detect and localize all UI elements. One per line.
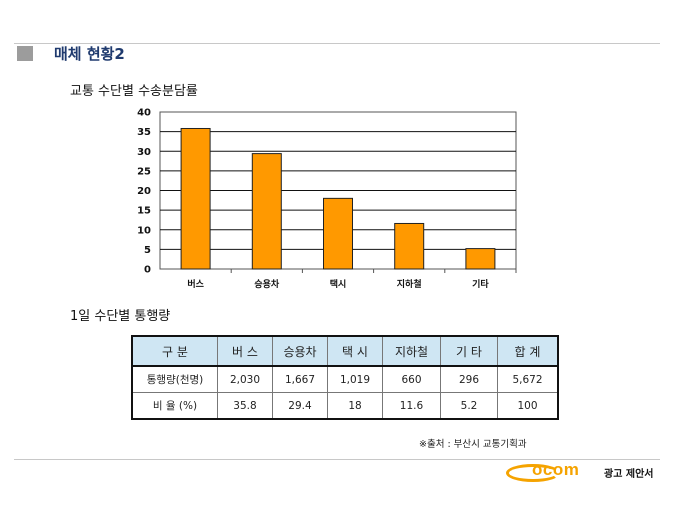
x-tick-label: 승용차 <box>254 278 280 290</box>
header-cell: 승용차 <box>272 335 328 367</box>
company-logo: ocom 광고 제안서 <box>506 460 666 483</box>
bar <box>251 153 282 270</box>
top-divider <box>14 43 660 44</box>
x-tick-label: 기타 <box>472 278 489 290</box>
table-cell: 5,672 <box>497 365 559 393</box>
table-cell: 통행량(천명) <box>131 365 218 393</box>
y-tick-label: 5 <box>144 245 151 256</box>
daily-trips-table: 구 분 버 스 승용차 택 시 지하철 기 타 합 계 통행량(천명) 2,03… <box>131 335 559 420</box>
table-cell: 100 <box>497 392 559 420</box>
logo-swoosh-icon <box>506 464 560 482</box>
y-tick-label: 40 <box>137 108 151 119</box>
table-row: 비 율 (%) 35.8 29.4 18 11.6 5.2 100 <box>131 392 559 420</box>
header-cell: 지하철 <box>382 335 441 367</box>
header-cell: 버 스 <box>217 335 273 367</box>
chart-title: 교통 수단별 수송분담률 <box>70 84 198 99</box>
bar <box>394 222 425 270</box>
y-tick-label: 35 <box>137 127 151 138</box>
table-cell: 296 <box>440 365 498 393</box>
y-tick-label: 0 <box>144 265 151 276</box>
table-cell: 29.4 <box>272 392 328 420</box>
header-cell: 합 계 <box>497 335 559 367</box>
bottom-divider <box>14 459 660 460</box>
table-cell: 비 율 (%) <box>131 392 218 420</box>
y-tick-label: 20 <box>137 186 151 197</box>
source-note: ※출처 : 부산시 교통기획과 <box>419 439 527 450</box>
page-title: 매체 현황2 <box>54 45 125 63</box>
header-cell: 택 시 <box>327 335 383 367</box>
table-cell: 1,019 <box>327 365 383 393</box>
table-cell: 2,030 <box>217 365 273 393</box>
bar <box>323 197 353 270</box>
x-tick-label: 지하철 <box>397 278 422 290</box>
y-tick-label: 15 <box>137 206 151 217</box>
header-cell: 기 타 <box>440 335 498 367</box>
y-tick-label: 10 <box>137 225 151 236</box>
bar <box>465 248 496 270</box>
bar <box>180 127 211 270</box>
title-square-icon <box>17 46 33 61</box>
table-cell: 660 <box>382 365 441 393</box>
logo-word: ocom <box>532 460 580 479</box>
x-tick-label: 택시 <box>330 279 347 290</box>
table-title: 1일 수단별 통행량 <box>70 309 171 324</box>
mode-share-bar-chart: 0 5 10 15 20 25 30 35 40 버스 승용차 택시 지하철 기타 <box>137 108 517 290</box>
table-cell: 1,667 <box>272 365 328 393</box>
logo-tagline: 광고 제안서 <box>604 469 654 480</box>
header-cell: 구 분 <box>131 335 218 367</box>
table-cell: 18 <box>327 392 383 420</box>
x-tick-label: 버스 <box>187 278 204 290</box>
table-cell: 11.6 <box>382 392 441 420</box>
table-header-row: 구 분 버 스 승용차 택 시 지하철 기 타 합 계 <box>131 335 559 367</box>
table-cell: 35.8 <box>217 392 273 420</box>
table-row: 통행량(천명) 2,030 1,667 1,019 660 296 5,672 <box>131 365 559 393</box>
y-tick-label: 30 <box>137 147 151 158</box>
y-tick-label: 25 <box>137 166 151 177</box>
table-cell: 5.2 <box>440 392 498 420</box>
